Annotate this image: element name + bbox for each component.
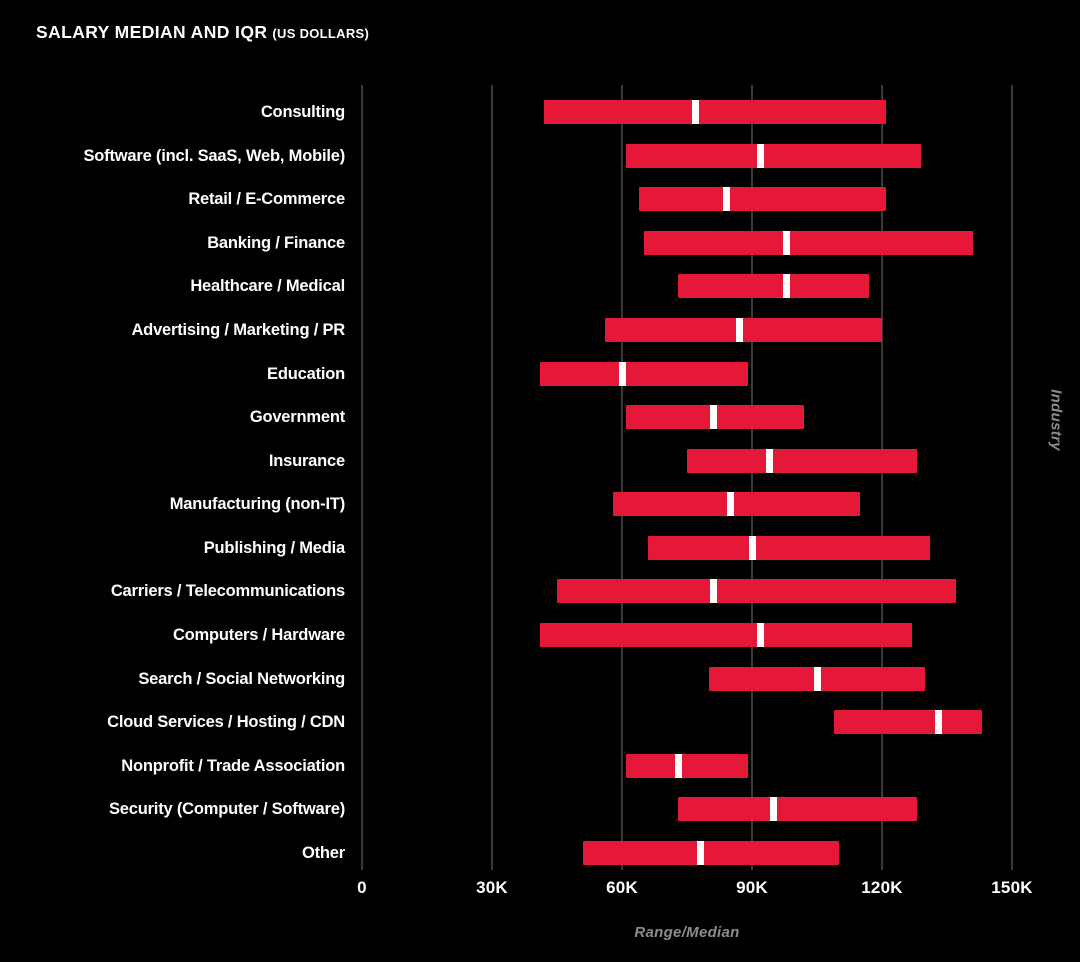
x-tick-label-60K: 60K xyxy=(606,878,638,897)
iqr-bar xyxy=(639,187,887,212)
x-tick-label-150K: 150K xyxy=(991,878,1033,897)
gridline-120K xyxy=(881,85,883,870)
category-label: Consulting xyxy=(260,103,345,121)
iqr-bar xyxy=(626,143,921,168)
category-label: Advertising / Marketing / PR xyxy=(131,320,345,339)
iqr-bar xyxy=(604,317,882,342)
y-axis-title: Industry xyxy=(1047,389,1065,451)
category-label: Manufacturing (non-IT) xyxy=(169,495,345,514)
x-tick-label-90K: 90K xyxy=(736,878,768,897)
gridline-150K xyxy=(1011,85,1013,870)
iqr-bar xyxy=(687,448,917,473)
median-marker xyxy=(674,753,682,778)
median-marker xyxy=(765,448,773,473)
iqr-bar xyxy=(613,492,861,517)
iqr-bar xyxy=(557,579,956,604)
median-marker xyxy=(770,797,778,822)
gridline-60K xyxy=(621,85,623,870)
category-label: Publishing / Media xyxy=(203,538,345,557)
iqr-bar xyxy=(648,535,930,560)
iqr-bar xyxy=(626,753,748,778)
category-label: Cloud Services / Hosting / CDN xyxy=(107,713,345,732)
category-label: Government xyxy=(249,408,345,427)
iqr-bar xyxy=(834,710,982,735)
x-tick-label-120K: 120K xyxy=(861,878,903,897)
median-marker xyxy=(813,666,821,691)
median-marker xyxy=(783,274,791,299)
chart-title-units: (US DOLLARS) xyxy=(272,26,370,41)
median-marker xyxy=(748,535,756,560)
category-label: Healthcare / Medical xyxy=(190,277,345,296)
median-marker xyxy=(618,361,626,386)
median-marker xyxy=(709,579,717,604)
x-axis-title: Range/Median xyxy=(634,924,740,941)
category-label: Retail / E-Commerce xyxy=(188,190,345,209)
category-label: Search / Social Networking xyxy=(138,669,345,688)
median-marker xyxy=(692,100,700,124)
chart-title: SALARY MEDIAN AND IQR (US DOLLARS) xyxy=(36,22,369,43)
iqr-bar xyxy=(544,100,887,124)
iqr-bar xyxy=(678,274,869,299)
iqr-bar xyxy=(678,797,917,822)
iqr-bar xyxy=(539,623,913,648)
median-marker xyxy=(735,317,743,342)
category-label: Security (Computer / Software) xyxy=(108,800,345,819)
median-marker xyxy=(696,841,704,866)
median-marker xyxy=(757,623,765,648)
median-marker xyxy=(726,492,734,517)
x-tick-label-30K: 30K xyxy=(476,878,508,897)
median-marker xyxy=(757,143,765,168)
gridline-0 xyxy=(361,85,363,870)
category-label: Education xyxy=(267,364,345,383)
iqr-bar xyxy=(539,361,748,386)
category-label: Other xyxy=(301,844,345,863)
category-label: Nonprofit / Trade Association xyxy=(121,756,345,775)
category-label: Carriers / Telecommunications xyxy=(110,582,345,601)
iqr-bar xyxy=(583,841,839,866)
median-marker xyxy=(934,710,942,735)
x-tick-label-0: 0 xyxy=(357,878,367,897)
category-label: Insurance xyxy=(268,451,345,470)
category-label: Software (incl. SaaS, Web, Mobile) xyxy=(83,146,345,165)
median-marker xyxy=(722,187,730,212)
chart-title-main: SALARY MEDIAN AND IQR xyxy=(36,22,268,42)
gridline-30K xyxy=(491,85,493,870)
category-label: Banking / Finance xyxy=(207,233,345,252)
category-label: Computers / Hardware xyxy=(172,626,345,645)
gridline-90K xyxy=(751,85,753,870)
median-marker xyxy=(709,405,717,430)
median-marker xyxy=(783,230,791,255)
iqr-bar xyxy=(643,230,973,255)
